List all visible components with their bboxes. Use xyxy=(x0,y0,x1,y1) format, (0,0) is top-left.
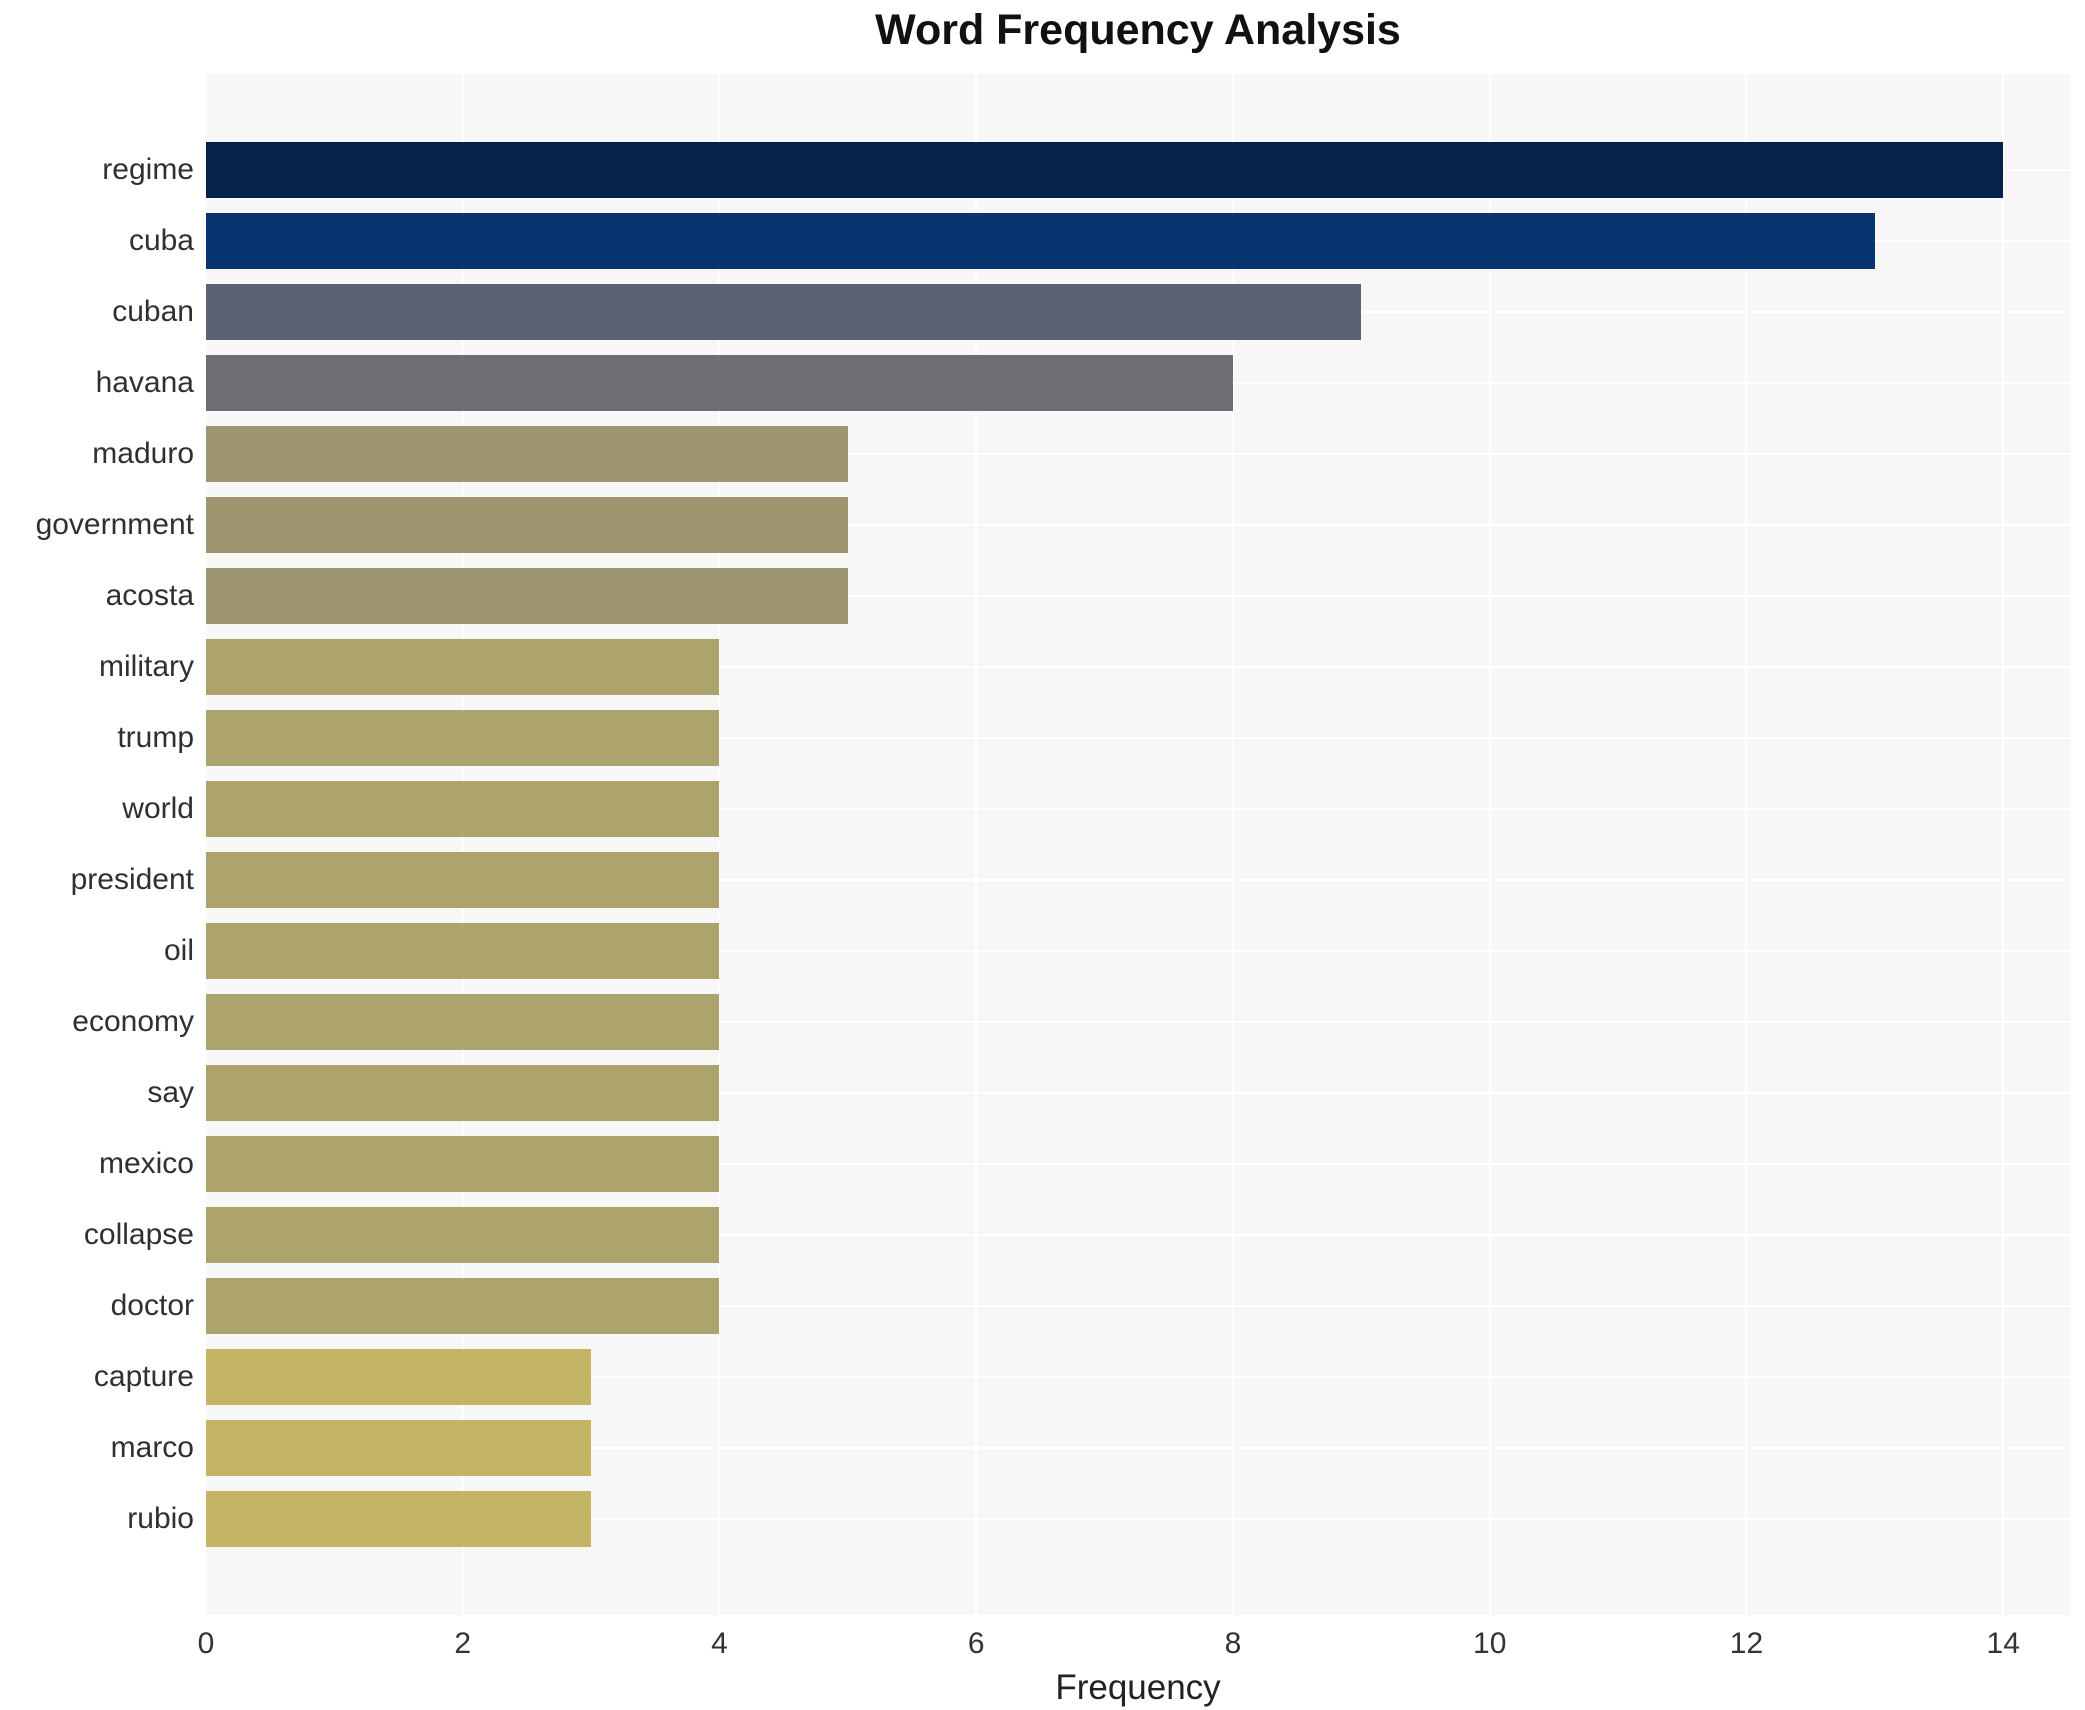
y-tick-label-cuban: cuban xyxy=(112,295,194,328)
y-gridline-say xyxy=(206,1092,2070,1094)
x-gridline-10 xyxy=(1488,74,1491,1615)
bar-cuba xyxy=(206,213,1875,269)
x-tick-label-8: 8 xyxy=(1224,1627,1242,1660)
bar-oil xyxy=(206,923,720,979)
bar-collapse xyxy=(206,1207,720,1263)
x-gridline-0 xyxy=(205,74,207,1615)
bar-military xyxy=(206,639,720,695)
y-tick-label-oil: oil xyxy=(163,934,194,967)
y-gridline-military xyxy=(206,666,2070,668)
x-tick-label-0: 0 xyxy=(197,1627,215,1660)
x-tick-label-10: 10 xyxy=(1473,1627,1507,1660)
bar-president xyxy=(206,852,720,908)
x-axis-label: Frequency xyxy=(1055,1668,1221,1707)
bar-rubio xyxy=(206,1491,592,1547)
bar-havana xyxy=(206,355,1233,411)
x-tick-label-4: 4 xyxy=(711,1627,728,1660)
y-tick-label-government: government xyxy=(35,508,194,541)
y-tick-label-say: say xyxy=(147,1076,194,1109)
bar-acosta xyxy=(206,568,848,624)
y-tick-label-cuba: cuba xyxy=(128,224,194,257)
y-tick-label-economy: economy xyxy=(72,1005,194,1038)
y-gridline-government xyxy=(206,524,2070,526)
y-gridline-maduro xyxy=(206,453,2070,455)
y-tick-label-military: military xyxy=(99,650,194,683)
bar-world xyxy=(206,781,720,837)
y-tick-label-trump: trump xyxy=(117,721,194,754)
y-tick-label-world: world xyxy=(122,792,194,825)
chart-title: Word Frequency Analysis xyxy=(875,6,1401,54)
bar-trump xyxy=(206,710,720,766)
y-tick-label-capture: capture xyxy=(93,1360,194,1393)
y-tick-label-regime: regime xyxy=(102,153,194,186)
bar-mexico xyxy=(206,1136,720,1192)
x-gridline-14 xyxy=(2002,74,2005,1615)
x-gridline-8 xyxy=(1231,74,1234,1615)
y-tick-label-rubio: rubio xyxy=(127,1502,194,1535)
bar-cuban xyxy=(206,284,1362,340)
bar-say xyxy=(206,1065,720,1121)
bar-government xyxy=(206,497,848,553)
y-gridline-world xyxy=(206,808,2070,810)
x-gridline-4 xyxy=(718,74,721,1615)
bar-maduro xyxy=(206,426,848,482)
y-gridline-president xyxy=(206,879,2070,881)
x-tick-label-2: 2 xyxy=(454,1627,472,1660)
y-tick-label-marco: marco xyxy=(110,1431,194,1464)
y-gridline-economy xyxy=(206,1021,2070,1023)
y-gridline-trump xyxy=(206,737,2070,739)
y-tick-label-havana: havana xyxy=(95,366,194,399)
y-gridline-oil xyxy=(206,950,2070,952)
y-tick-label-doctor: doctor xyxy=(110,1289,194,1322)
y-tick-label-maduro: maduro xyxy=(92,437,194,470)
y-gridline-doctor xyxy=(206,1305,2070,1307)
y-gridline-rubio xyxy=(206,1518,2070,1520)
x-gridline-2 xyxy=(461,74,464,1615)
y-tick-label-mexico: mexico xyxy=(98,1147,194,1180)
x-gridline-6 xyxy=(975,74,978,1615)
bar-marco xyxy=(206,1420,592,1476)
y-gridline-capture xyxy=(206,1376,2070,1378)
bar-doctor xyxy=(206,1278,720,1334)
x-tick-label-12: 12 xyxy=(1729,1627,1764,1660)
y-tick-label-acosta: acosta xyxy=(105,579,194,612)
y-tick-label-president: president xyxy=(70,863,194,896)
y-tick-label-collapse: collapse xyxy=(83,1218,194,1251)
y-gridline-collapse xyxy=(206,1234,2070,1236)
plot-area xyxy=(205,74,2070,1615)
y-gridline-marco xyxy=(206,1447,2070,1449)
bar-economy xyxy=(206,994,720,1050)
x-tick-label-6: 6 xyxy=(967,1627,985,1660)
bar-regime xyxy=(206,142,2004,198)
bar-capture xyxy=(206,1349,592,1405)
y-gridline-mexico xyxy=(206,1163,2070,1165)
x-gridline-12 xyxy=(1745,74,1748,1615)
y-gridline-acosta xyxy=(206,595,2070,597)
x-tick-label-14: 14 xyxy=(1986,1627,2020,1660)
